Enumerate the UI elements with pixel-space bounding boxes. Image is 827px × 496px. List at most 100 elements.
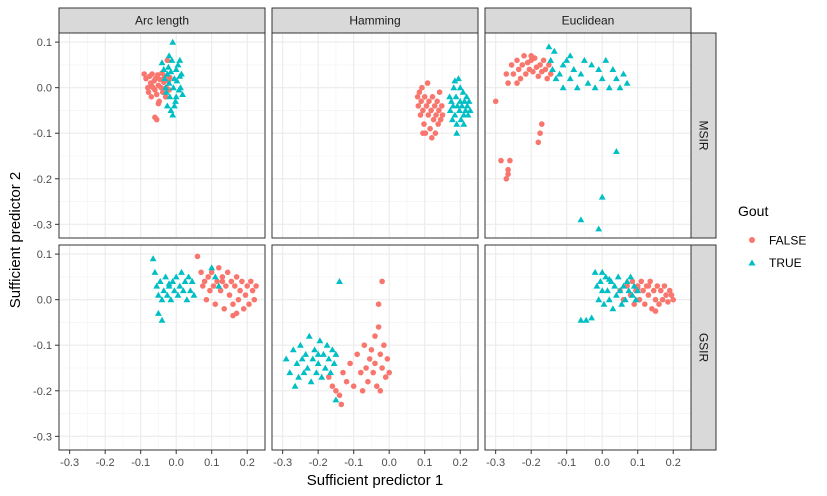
point-true: [448, 97, 455, 104]
point-false: [432, 130, 439, 136]
point-false: [426, 98, 432, 105]
point-true: [632, 296, 640, 303]
point-true: [461, 97, 468, 104]
point-true: [602, 56, 610, 63]
point-false: [659, 296, 666, 303]
point-true: [556, 70, 563, 77]
point-true: [582, 316, 590, 323]
strip-hamming: Hamming: [271, 7, 479, 34]
point-true: [450, 84, 458, 91]
point-false: [233, 274, 240, 280]
point-true: [181, 278, 189, 284]
point-true: [163, 70, 171, 77]
point-true: [172, 93, 180, 100]
point-true: [289, 346, 297, 353]
point-false: [212, 301, 219, 308]
point-false: [418, 98, 425, 105]
point-false: [650, 287, 657, 294]
point-false: [507, 157, 513, 164]
point-true: [167, 296, 175, 303]
strip-box: [690, 32, 717, 239]
point-false: [350, 383, 357, 390]
point-true: [158, 296, 166, 303]
point-false: [420, 130, 426, 136]
point-true: [172, 97, 179, 104]
points-hamming-msir: [414, 75, 474, 141]
point-false: [654, 283, 661, 289]
point-false: [668, 292, 675, 298]
point-false: [658, 287, 664, 294]
point-true: [183, 296, 191, 303]
point-false: [228, 278, 235, 285]
point-false: [232, 283, 238, 289]
point-false: [666, 287, 673, 294]
point-false: [539, 121, 545, 127]
points-hamming-gsir: [282, 278, 393, 408]
point-false: [221, 306, 227, 312]
point-false: [379, 365, 385, 371]
point-false: [237, 287, 243, 294]
point-false: [363, 365, 369, 371]
point-true: [165, 52, 173, 59]
point-true: [620, 282, 627, 289]
point-true: [460, 120, 468, 127]
point-true: [605, 296, 613, 303]
point-false: [375, 301, 382, 308]
point-false: [508, 62, 515, 68]
point-false: [521, 53, 527, 59]
point-true: [598, 193, 606, 200]
point-true: [577, 216, 585, 223]
point-true: [618, 300, 626, 307]
point-true: [613, 148, 620, 154]
point-true: [304, 364, 311, 371]
point-false: [253, 283, 259, 289]
point-true: [604, 287, 611, 294]
point-true: [455, 75, 462, 82]
point-false: [661, 283, 668, 289]
point-false: [141, 71, 147, 77]
point-true: [178, 70, 185, 77]
point-false: [498, 157, 504, 164]
point-false: [514, 57, 520, 64]
point-false: [382, 374, 389, 380]
point-false: [223, 283, 229, 289]
y-tick-label: 0.0: [37, 295, 52, 307]
point-false: [503, 71, 510, 77]
point-false: [210, 283, 217, 289]
point-false: [343, 378, 350, 385]
panel-arc-length-gsir: [58, 244, 266, 451]
point-false: [631, 301, 637, 308]
point-true: [313, 369, 320, 376]
point-false: [537, 130, 543, 136]
point-true: [162, 273, 169, 280]
x-tick-label: 0.1: [630, 457, 645, 469]
point-false: [429, 135, 435, 141]
point-false: [419, 84, 425, 91]
point-false: [436, 107, 442, 114]
point-true: [545, 43, 553, 50]
point-false: [427, 125, 433, 132]
point-true: [330, 360, 338, 366]
point-false: [428, 107, 434, 114]
x-axis: -0.3 -0.2 -0.1 0.0 0.1 0.2 -0.3 -0.2 -0.1 0.0 0.1 0…: [60, 450, 681, 469]
y-axis-title: Sufficient predictor 2: [7, 172, 24, 308]
point-true: [597, 278, 604, 284]
point-true: [600, 300, 608, 307]
point-false: [519, 62, 526, 68]
point-false: [366, 356, 373, 362]
point-false: [148, 82, 155, 89]
point-true: [577, 316, 585, 323]
x-axis-title: Sufficient predictor 1: [307, 472, 443, 489]
point-false: [439, 103, 445, 109]
point-false: [208, 269, 215, 276]
point-true: [327, 369, 334, 376]
point-true: [463, 93, 470, 100]
point-true: [627, 273, 634, 280]
point-true: [291, 382, 299, 389]
point-true: [570, 66, 578, 72]
y-axis: -0.3 -0.2 -0.1 0.0 0.1 -0.3 -0.2 -0.1 0.0 0.1: [33, 37, 59, 443]
point-true: [169, 111, 177, 118]
point-true: [625, 287, 633, 294]
point-true: [577, 70, 585, 77]
point-true: [149, 255, 157, 262]
